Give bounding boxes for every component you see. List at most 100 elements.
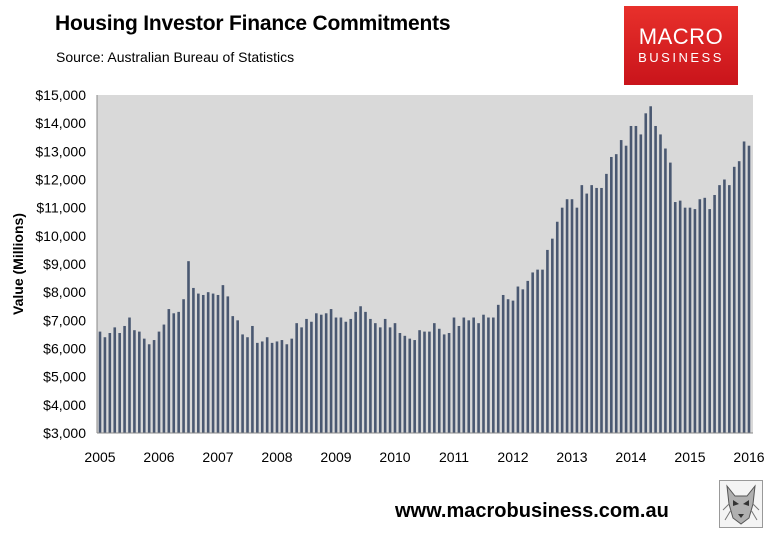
macrobusiness-logo[interactable]: MACRO BUSINESS	[624, 6, 738, 85]
bar-2015-07	[718, 185, 721, 433]
y-tick-label: $12,000	[35, 172, 86, 188]
x-tick-label: 2006	[143, 449, 174, 465]
bar-2006-03	[167, 309, 171, 433]
bar-2009-01	[334, 317, 338, 433]
x-tick-label: 2010	[379, 449, 410, 465]
bar-2007-10	[260, 341, 264, 433]
bar-2006-11	[206, 292, 210, 433]
bar-2007-01	[216, 294, 220, 433]
bar-2014-03	[639, 134, 643, 433]
bars-group	[98, 106, 751, 434]
bar-2015-11	[737, 161, 741, 433]
bar-2010-03	[403, 335, 407, 433]
bar-2013-12	[624, 145, 628, 433]
bar-2009-11	[383, 318, 387, 433]
bar-2006-07	[187, 261, 190, 433]
bar-2006-02	[162, 324, 166, 433]
bar-2015-08	[723, 179, 726, 433]
bar-2008-05	[295, 323, 298, 433]
wolf-icon	[719, 480, 763, 528]
bar-2007-03	[226, 296, 230, 433]
bar-2010-02	[398, 333, 402, 433]
bar-2005-01	[98, 331, 102, 433]
bar-2012-07	[541, 269, 544, 433]
bar-2014-02	[634, 125, 638, 433]
bar-2007-11	[265, 337, 269, 433]
bar-2008-08	[310, 321, 313, 433]
bar-2012-09	[551, 238, 554, 433]
bar-2010-01	[393, 323, 397, 433]
bar-2005-02	[103, 337, 107, 433]
x-tick-label: 2005	[84, 449, 115, 465]
logo-line-2: BUSINESS	[638, 49, 724, 65]
bar-2008-09	[315, 313, 318, 433]
bar-2015-10	[732, 166, 736, 433]
bar-2010-11	[442, 334, 446, 433]
bar-2013-10	[614, 154, 618, 433]
bar-2013-02	[575, 207, 579, 433]
bar-2012-01	[511, 300, 515, 433]
bar-2010-05	[413, 340, 416, 433]
bar-2015-12	[742, 141, 746, 433]
bar-2016-01	[747, 145, 751, 433]
bar-2011-12	[506, 299, 510, 433]
y-tick-label: $4,000	[43, 397, 86, 413]
bar-2010-10	[437, 328, 441, 433]
x-tick-labels: 2005 2006 2007 2008 2009 2010 2011 2012 2013 2014…	[84, 449, 764, 465]
bar-2010-04	[408, 338, 412, 433]
bar-2013-11	[619, 140, 623, 433]
bar-2012-02	[516, 286, 520, 433]
bar-2007-05	[236, 320, 239, 433]
y-tick-labels: $3,000 $4,000 $5,000 $6,000 $7,000 $8,000 $9,0…	[35, 87, 86, 441]
bar-2011-08	[487, 317, 490, 433]
y-tick-label: $14,000	[35, 115, 86, 131]
bar-2011-03	[462, 317, 466, 433]
bar-2007-06	[241, 334, 244, 433]
bar-2011-01	[452, 317, 456, 433]
bar-2008-06	[300, 327, 303, 434]
bar-2013-08	[605, 173, 608, 433]
bar-2005-05	[118, 333, 121, 433]
bar-2007-07	[246, 337, 249, 433]
x-tick-label: 2012	[497, 449, 528, 465]
bar-2012-12	[565, 199, 569, 433]
bar-2007-12	[270, 342, 274, 433]
bar-2008-11	[324, 313, 328, 433]
bar-2013-03	[580, 185, 584, 433]
page-title: Housing Investor Finance Commitments	[55, 12, 451, 35]
bar-2009-02	[339, 317, 343, 433]
bar-2010-08	[428, 331, 431, 433]
bar-2015-09	[728, 185, 731, 433]
bar-2008-02	[280, 340, 284, 433]
bar-2010-12	[447, 333, 451, 433]
bar-2014-12	[683, 207, 687, 433]
bar-2015-05	[708, 209, 711, 433]
x-tick-label: 2009	[320, 449, 351, 465]
bar-2011-09	[492, 317, 495, 433]
bar-2013-06	[595, 187, 598, 433]
bar-2007-08	[251, 325, 254, 433]
bar-2014-04	[644, 113, 648, 433]
y-axis-label: Value (Millions)	[10, 213, 26, 315]
website-url[interactable]: www.macrobusiness.com.au	[395, 500, 669, 522]
bar-2011-05	[472, 317, 475, 433]
bar-2014-05	[649, 106, 652, 434]
bar-2005-07	[128, 317, 131, 433]
bar-2012-06	[536, 269, 539, 433]
bar-2009-06	[359, 306, 362, 433]
bar-2006-04	[172, 313, 176, 433]
bar-2011-04	[467, 320, 471, 433]
bar-2014-01	[629, 125, 633, 433]
bar-2009-10	[378, 327, 382, 434]
bar-2008-12	[329, 309, 333, 433]
bar-2008-01	[275, 341, 279, 433]
bar-2005-06	[123, 325, 126, 433]
bar-2011-06	[477, 323, 480, 433]
bar-2005-08	[133, 330, 136, 433]
bar-2007-04	[231, 316, 235, 433]
bar-2007-02	[221, 285, 225, 434]
y-tick-label: $5,000	[43, 369, 86, 385]
bar-2009-03	[344, 321, 348, 433]
bar-2009-04	[349, 318, 353, 433]
